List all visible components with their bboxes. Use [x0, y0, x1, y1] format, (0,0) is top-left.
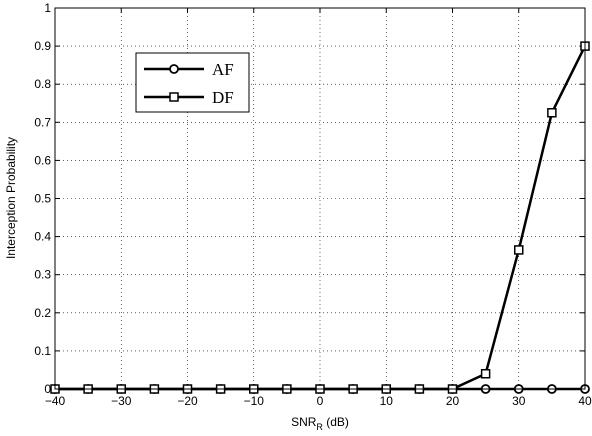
- y-tick-label: 1: [44, 1, 51, 15]
- x-axis-label-suffix: (dB): [323, 415, 349, 429]
- legend-marker-af: [169, 64, 179, 74]
- y-tick-label: 0.9: [34, 39, 51, 53]
- data-point-df: [480, 369, 491, 379]
- x-tick-label: 30: [512, 394, 526, 408]
- data-point-df: [547, 108, 557, 118]
- x-axis-label-subscript: R: [316, 422, 323, 432]
- plot-frame: [54, 7, 586, 390]
- grid: [55, 8, 585, 389]
- y-axis-ticks: 0 0.1 0.2 0.3 0.4 0.5 0.6 0.7 0.8 0.9 1: [34, 1, 585, 396]
- y-tick-label: 0.3: [34, 268, 51, 282]
- x-tick-label: −30: [111, 394, 132, 408]
- x-tick-label: 10: [380, 394, 394, 408]
- legend: AF DF: [135, 52, 250, 113]
- y-tick-label: 0.4: [34, 230, 51, 244]
- x-axis-label: SNRR (dB): [291, 415, 349, 432]
- x-tick-label: 20: [446, 394, 460, 408]
- x-axis-label-main: SNR: [291, 415, 317, 429]
- data-point-df: [514, 245, 524, 255]
- y-tick-label: 0.5: [34, 192, 51, 206]
- y-tick-label: 0.1: [34, 344, 51, 358]
- x-tick-label: −40: [45, 394, 66, 408]
- y-tick-label: 0.8: [34, 77, 51, 91]
- x-tick-label: −10: [244, 394, 265, 408]
- y-tick-label: 0.7: [34, 115, 51, 129]
- legend-box: [135, 52, 250, 113]
- legend-marker-df: [169, 92, 179, 102]
- y-tick-label: 0.2: [34, 306, 51, 320]
- x-tick-label: −20: [177, 394, 198, 408]
- y-tick-label: 0: [44, 382, 51, 396]
- x-tick-label: 0: [317, 394, 324, 408]
- y-axis-label: Interception Probability: [4, 137, 18, 259]
- y-tick-label: 0.6: [34, 153, 51, 167]
- x-tick-label: 40: [578, 394, 592, 408]
- legend-label-df: DF: [212, 88, 234, 107]
- legend-label-af: AF: [212, 60, 234, 79]
